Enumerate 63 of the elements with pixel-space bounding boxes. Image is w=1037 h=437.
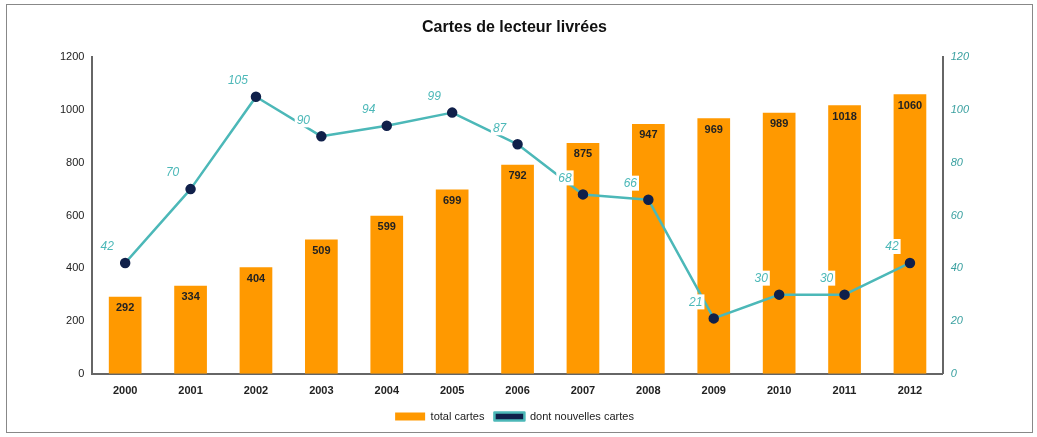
- y-tick-label: 0: [78, 366, 85, 379]
- y2-tick-label: 60: [950, 208, 964, 221]
- data-label: 875: [573, 147, 593, 160]
- data-label: 42: [885, 239, 899, 254]
- data-label: 70: [165, 165, 180, 180]
- data-label: 90: [296, 112, 311, 127]
- legend-label: total cartes: [430, 409, 485, 422]
- data-label: 66: [623, 176, 638, 191]
- y2-tick-label: 120: [950, 50, 970, 63]
- data-label: 42: [100, 239, 115, 254]
- y2-tick-label: 100: [950, 103, 970, 116]
- data-label: 509: [312, 244, 331, 257]
- x-tick-label: 2011: [832, 384, 857, 397]
- x-tick-label: 2008: [636, 384, 661, 397]
- x-tick-label: 2003: [309, 384, 334, 397]
- bar: [501, 164, 534, 374]
- data-label: 334: [181, 290, 201, 303]
- y2-tick-label: 20: [949, 314, 964, 327]
- y2-tick-label: 0: [950, 366, 958, 379]
- x-tick-label: 2002: [243, 384, 269, 397]
- data-label: 68: [558, 170, 572, 185]
- data-label: 969: [704, 122, 723, 135]
- bar: [239, 267, 273, 374]
- y2-tick-label: 80: [950, 155, 964, 168]
- data-label: 94: [362, 102, 376, 117]
- bar: [370, 215, 404, 374]
- x-tick-label: 2005: [439, 384, 465, 397]
- x-tick-label: 2000: [112, 384, 138, 397]
- y-tick-label: 800: [66, 155, 85, 168]
- data-label: 792: [508, 169, 527, 182]
- y-tick-label: 1000: [59, 103, 85, 115]
- data-label: 105: [227, 73, 249, 88]
- bar: [108, 296, 142, 374]
- legend-label: dont nouvelles cartes: [529, 409, 635, 422]
- data-label: 599: [377, 220, 396, 233]
- y-tick-label: 200: [66, 314, 85, 327]
- data-label: 989: [769, 117, 789, 130]
- y2-tick-label: 40: [950, 261, 964, 274]
- data-label: 947: [639, 128, 658, 141]
- data-label: 87: [492, 120, 508, 135]
- data-label: 292: [115, 301, 135, 314]
- data-label: 30: [819, 270, 834, 285]
- x-tick-label: 2001: [178, 384, 203, 397]
- y-tick-label: 600: [66, 208, 85, 221]
- data-label: 404: [246, 271, 267, 284]
- y-tick-label: 1200: [59, 50, 85, 63]
- data-label: 1018: [832, 109, 857, 122]
- data-label: 21: [688, 294, 703, 309]
- bar: [174, 285, 207, 374]
- data-label: 99: [427, 88, 442, 103]
- data-label: 699: [442, 193, 462, 206]
- x-tick-label: 2007: [570, 384, 596, 397]
- bar: [435, 189, 469, 374]
- x-tick-label: 2006: [505, 384, 530, 397]
- y-tick-label: 400: [66, 261, 85, 274]
- x-tick-label: 2009: [701, 384, 726, 397]
- chart-title: Cartes de lecteur livrées: [422, 18, 608, 36]
- x-tick-label: 2012: [897, 384, 923, 397]
- x-tick-label: 2004: [374, 384, 400, 397]
- data-label: 1060: [897, 98, 923, 111]
- x-tick-label: 2010: [766, 384, 792, 397]
- data-label: 30: [754, 270, 769, 285]
- bar: [305, 239, 338, 374]
